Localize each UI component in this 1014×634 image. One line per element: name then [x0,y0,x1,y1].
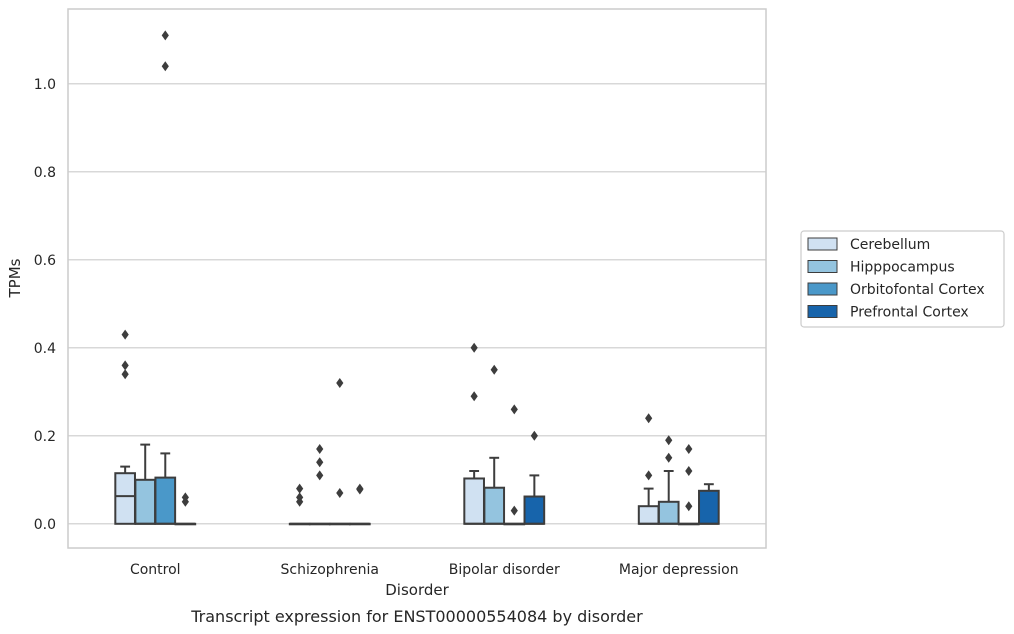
box-body [463,477,485,525]
box-body [154,476,177,525]
legend-label: Prefrontal Cortex [850,305,969,321]
outlier-point [685,466,693,476]
outlier-point [510,505,518,516]
legend-swatch [807,305,838,318]
box-prefrontal-cortex [174,492,197,526]
outlier-point [161,61,169,72]
outlier-point [665,435,673,446]
box-body [523,495,546,525]
box-body [657,500,680,525]
legend-label: Cerebellum [850,237,930,253]
legend-label: Orbitofontal Cortex [850,282,985,298]
box-orbitofontal-cortex [328,378,351,526]
box-body [698,489,720,525]
outlier-point [336,378,344,388]
outlier-point [121,369,129,380]
legend-label: Hipppocampus [850,260,955,276]
box-body [637,505,660,525]
legend-frame [800,230,1005,328]
box-prefrontal-cortex [523,430,546,525]
legend-swatch [807,237,838,251]
box-prefrontal-cortex [698,483,720,525]
x-tick-label: Major depression [619,562,739,578]
outlier-point [181,492,189,503]
outlier-point [316,444,324,454]
box-hipppocampus [308,444,331,526]
box-orbitofontal-cortex [154,30,177,525]
y-tick-label: 1.0 [34,77,56,93]
box-cerebellum [637,413,660,525]
legend-swatch [807,260,838,273]
outlier-point [296,492,304,503]
box-body [483,486,506,525]
outlier-point [316,457,324,468]
outlier-point [645,470,653,481]
y-axis-ticks: 0.0 0.2 0.4 0.6 0.8 1.0 [34,77,56,533]
box-prefrontal-cortex [349,483,371,526]
legend: Cerebellum Hipppocampus Orbitofontal Corte… [800,230,1005,328]
outlier-point [510,404,518,415]
outlier-point [316,470,324,481]
y-tick-label: 0.0 [34,517,56,533]
box-body [114,472,136,525]
x-axis-title: Disorder [385,581,449,599]
outlier-point [665,452,673,463]
x-tick-label: Control [130,562,181,578]
box-cerebellum [463,342,485,525]
outlier-point [645,413,653,424]
outlier-point [685,444,693,454]
plot-area-frame [67,8,767,549]
outlier-point [121,360,129,371]
box-body [134,478,157,525]
box-hipppocampus [134,443,157,525]
box-hipppocampus [657,435,680,525]
box-cerebellum [114,329,136,525]
x-tick-label: Bipolar disorder [449,562,560,578]
y-tick-label: 0.6 [34,253,56,269]
chart-caption: Transcript expression for ENST0000055408… [190,607,643,626]
box-orbitofontal-cortex [677,444,700,526]
outlier-point [161,30,169,41]
outlier-point [490,364,498,375]
y-axis-title: TPMs [6,258,24,298]
box-orbitofontal-cortex [503,404,526,526]
outlier-point [530,430,538,441]
outlier-point [685,501,693,512]
box-cerebellum [288,483,311,526]
outlier-point [356,483,364,494]
outlier-point [296,483,304,494]
y-tick-label: 0.2 [34,429,56,445]
x-axis-ticks: Control Schizophrenia Bipolar disorder Majo… [130,562,739,578]
box-hipppocampus [483,364,506,525]
y-tick-label: 0.4 [34,341,56,357]
gridlines [68,83,766,525]
outlier-point [121,329,129,340]
outlier-point [470,342,478,353]
outlier-point [336,488,344,498]
y-tick-label: 0.8 [34,165,56,181]
outlier-point [470,391,478,402]
box-plot-marks [114,30,720,526]
legend-swatch [807,282,838,296]
x-tick-label: Schizophrenia [281,562,379,578]
